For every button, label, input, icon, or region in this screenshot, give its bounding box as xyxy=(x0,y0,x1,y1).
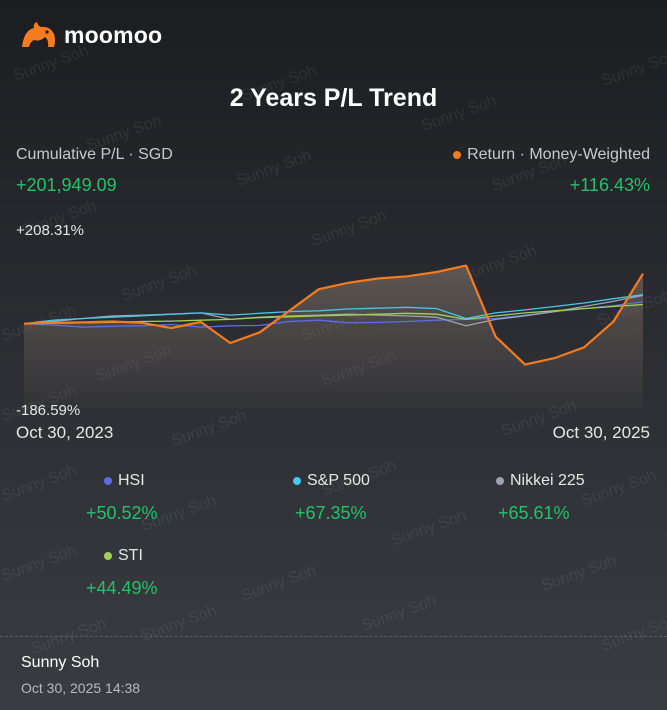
brand-name: moomoo xyxy=(64,21,163,48)
watermark-text: Sunny Soh xyxy=(169,407,249,450)
return-legend-dot xyxy=(453,151,462,159)
sp500-name: S&P 500 xyxy=(307,472,370,489)
x-start-label: Oct 30, 2023 xyxy=(16,423,114,442)
nikkei-dot xyxy=(496,477,504,485)
sp500-value: +67.35% xyxy=(295,503,367,523)
cumulative-pl-value: +201,949.09 xyxy=(16,175,117,195)
chart-title: 2 Years P/L Trend xyxy=(229,84,438,112)
return-value: +116.43% xyxy=(569,175,650,195)
footer-timestamp: Oct 30, 2025 14:38 xyxy=(21,680,141,696)
watermark-text: Sunny Soh xyxy=(359,592,439,635)
sti-value: +44.49% xyxy=(86,578,158,598)
watermark-text: Sunny Soh xyxy=(0,542,79,585)
brand-logo: moomoo xyxy=(20,20,162,50)
watermark-text: Sunny Soh xyxy=(139,602,219,645)
y-min-label: -186.59% xyxy=(16,402,81,419)
sti-name: STI xyxy=(118,547,143,564)
sp500-dot xyxy=(293,477,301,485)
watermark-text: Sunny Soh xyxy=(29,615,109,658)
return-legend: Return · Money-Weighted xyxy=(453,146,650,164)
return-area xyxy=(24,265,643,408)
benchmark-nikkei: Nikkei 225 +65.61% xyxy=(496,472,667,524)
benchmark-sti: STI +44.49% xyxy=(86,547,284,599)
sti-dot xyxy=(104,552,112,560)
footer-divider xyxy=(0,636,667,637)
y-max-label: +208.31% xyxy=(16,222,84,239)
hsi-value: +50.52% xyxy=(86,503,158,523)
hsi-dot xyxy=(104,477,112,485)
benchmark-hsi: HSI +50.52% xyxy=(86,472,284,524)
series-line-return xyxy=(23,264,644,366)
return-legend-label: Return · Money-Weighted xyxy=(467,146,650,163)
moomoo-logo-icon xyxy=(22,22,55,47)
x-end-label: Oct 30, 2025 xyxy=(552,423,650,442)
cumulative-pl-label: Cumulative P/L · SGD xyxy=(16,146,173,163)
benchmark-sp500: S&P 500 +67.35% xyxy=(293,472,473,524)
series-line-s-p-500 xyxy=(23,294,644,325)
watermark-text: Sunny Soh xyxy=(234,147,314,190)
watermark-text: Sunny Soh xyxy=(539,552,619,595)
watermark-text: Sunny Soh xyxy=(0,462,79,505)
hsi-name: HSI xyxy=(118,472,145,489)
watermark-text: Sunny Soh xyxy=(599,612,667,655)
series-line-nikkei-225 xyxy=(23,294,644,327)
nikkei-name: Nikkei 225 xyxy=(510,472,585,489)
nikkei-value: +65.61% xyxy=(498,503,570,523)
pl-trend-chart xyxy=(23,264,644,408)
footer-user-name: Sunny Soh xyxy=(21,654,100,671)
